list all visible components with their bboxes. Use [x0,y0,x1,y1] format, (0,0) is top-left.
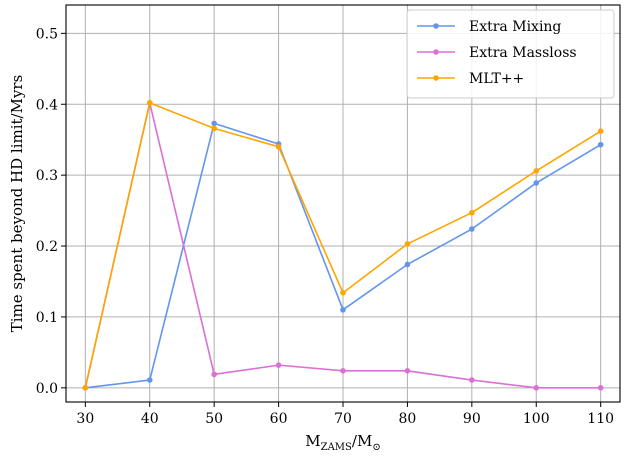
x-axis-label-main: M [305,432,320,450]
data-point [597,385,604,391]
x-tick-label: 40 [141,411,159,427]
legend-swatch-marker [433,75,439,81]
x-tick-label: 90 [463,411,481,427]
data-point [146,377,153,383]
y-tick-label: 0.0 [36,381,58,397]
series-2 [82,100,604,391]
data-point [533,180,540,186]
x-tick-label: 60 [270,411,288,427]
data-point [469,226,475,232]
legend-box [406,9,615,99]
y-tick-label: 0.5 [36,26,58,42]
data-point [404,241,411,247]
data-point [146,100,153,106]
data-point [533,168,540,174]
data-point [469,377,475,383]
legend-swatch-marker [433,49,439,55]
legend: Extra Mixing Extra Massloss MLT++ [406,9,615,99]
x-tick-label: 100 [523,411,550,427]
data-point [404,368,411,374]
data-point [82,385,89,391]
data-point [597,141,604,148]
y-tick-label: 0.4 [36,97,58,113]
data-point [404,261,411,268]
data-point [211,120,217,127]
data-point [211,371,217,378]
y-tick-label: 0.3 [36,168,58,184]
x-axis-ticks: 30 40 50 60 70 80 90 100 110 [76,402,614,427]
x-axis-label-sep: /M [352,432,372,450]
x-tick-label: 70 [334,411,352,427]
data-point [597,128,604,134]
data-point [340,290,346,296]
y-axis-label: Time spent beyond HD limit/Myrs [8,75,26,333]
y-tick-label: 0.2 [36,239,58,255]
legend-item: Extra Mixing [417,19,561,35]
x-tick-label: 110 [587,411,614,427]
data-point [275,362,282,368]
legend-item: Extra Massloss [417,45,577,61]
legend-item: MLT++ [417,71,524,87]
x-axis-label-sun: ⊙ [372,442,380,453]
data-point [533,385,540,391]
data-point [469,209,475,216]
series-layer [82,100,604,391]
x-tick-label: 80 [399,411,417,427]
y-axis-ticks: 0.0 0.1 0.2 0.3 0.4 0.5 [36,26,66,397]
data-point [275,143,282,150]
data-point [340,307,346,313]
y-tick-label: 0.1 [36,310,58,326]
data-point [211,125,217,132]
x-axis-label: MZAMS/M⊙ [305,432,380,453]
legend-label: Extra Massloss [469,45,577,61]
legend-swatch-marker [433,23,439,29]
data-point [340,368,346,374]
legend-label: Extra Mixing [469,19,561,35]
legend-label: MLT++ [469,71,524,87]
x-tick-label: 50 [205,411,223,427]
x-axis-label-sub: ZAMS [321,442,352,453]
x-tick-label: 30 [76,411,94,427]
